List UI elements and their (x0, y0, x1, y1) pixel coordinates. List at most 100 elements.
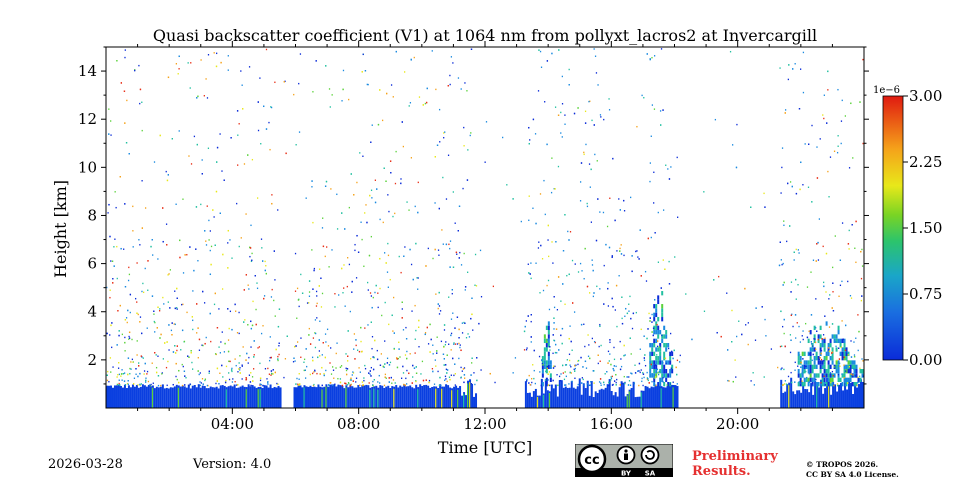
noise-speckle (745, 324, 747, 326)
noise-speckle (801, 372, 803, 374)
noise-speckle (299, 383, 301, 385)
noise-speckle (811, 201, 813, 203)
boundary-layer-cell (385, 386, 388, 408)
noise-speckle (831, 307, 833, 309)
noise-speckle (590, 381, 592, 383)
noise-speckle (851, 224, 853, 226)
feature-cell (545, 338, 548, 344)
noise-speckle (370, 235, 372, 238)
noise-speckle (512, 198, 514, 200)
noise-speckle (137, 384, 139, 386)
noise-speckle (564, 364, 567, 366)
noise-speckle (437, 307, 439, 310)
boundary-layer-cell (588, 395, 591, 408)
noise-speckle (266, 378, 268, 380)
noise-speckle (371, 124, 373, 126)
noise-speckle (456, 316, 459, 318)
noise-speckle (347, 382, 350, 384)
feature-cell (835, 347, 838, 352)
noise-speckle (716, 331, 718, 334)
noise-speckle (540, 244, 542, 247)
noise-speckle (155, 354, 157, 356)
noise-speckle (474, 253, 477, 256)
noise-speckle (429, 323, 431, 326)
noise-speckle (142, 282, 144, 285)
noise-speckle (238, 123, 240, 125)
noise-speckle (325, 65, 327, 67)
noise-speckle (360, 221, 362, 223)
noise-speckle (802, 183, 804, 186)
cc-by-sa-badge[interactable]: cc BY SA (575, 444, 673, 477)
noise-speckle (616, 325, 618, 328)
noise-speckle (464, 286, 467, 288)
noise-speckle (677, 216, 679, 218)
noise-speckle (765, 335, 767, 337)
noise-speckle (763, 192, 765, 195)
noise-speckle (752, 372, 754, 374)
feature-cell (657, 334, 660, 339)
noise-speckle (798, 252, 800, 254)
noise-speckle (152, 254, 154, 256)
noise-speckle (644, 270, 647, 273)
boundary-layer-cell (630, 388, 633, 408)
noise-speckle (405, 326, 407, 329)
feature-cell (665, 334, 668, 339)
feature-cell (661, 360, 664, 365)
noise-speckle (528, 374, 530, 377)
noise-speckle (347, 257, 349, 259)
noise-speckle (395, 50, 397, 53)
boundary-layer-cell (433, 386, 436, 408)
noise-speckle (259, 77, 261, 79)
noise-speckle (272, 373, 274, 375)
feature-cell (667, 373, 670, 378)
noise-speckle (292, 360, 295, 363)
feature-cell (545, 360, 548, 365)
noise-speckle (388, 323, 390, 326)
noise-speckle (219, 352, 221, 354)
noise-speckle (146, 373, 148, 375)
noise-speckle (837, 145, 839, 147)
noise-speckle (444, 343, 447, 346)
noise-speckle (402, 372, 405, 374)
feature-cell (821, 338, 824, 344)
feature-cell (669, 360, 672, 365)
feature-cell (801, 351, 804, 357)
noise-speckle (106, 374, 109, 376)
noise-speckle (612, 367, 614, 370)
noise-speckle (322, 342, 324, 344)
noise-speckle (319, 320, 321, 322)
noise-speckle (402, 329, 405, 331)
noise-speckle (802, 366, 805, 369)
noise-speckle (560, 132, 562, 134)
noise-speckle (336, 228, 339, 230)
feature-cell (657, 356, 660, 361)
noise-speckle (787, 182, 789, 185)
noise-speckle (804, 143, 806, 145)
noise-speckle (360, 340, 362, 343)
noise-speckle (438, 313, 441, 315)
feature-cell (837, 360, 840, 365)
noise-speckle (198, 349, 201, 351)
noise-speckle (547, 373, 549, 375)
noise-speckle (128, 331, 131, 334)
noise-speckle (169, 269, 171, 271)
feature-cell (649, 360, 652, 365)
noise-speckle (252, 380, 254, 382)
feature-cell (663, 382, 666, 387)
feature-cell (821, 382, 824, 387)
boundary-layer-cell (804, 389, 807, 408)
noise-speckle (116, 245, 118, 248)
noise-speckle (610, 363, 612, 366)
noise-speckle (780, 192, 782, 194)
noise-speckle (254, 275, 256, 277)
noise-speckle (153, 310, 155, 312)
noise-speckle (239, 369, 241, 371)
noise-speckle (218, 383, 220, 385)
noise-speckle (850, 356, 853, 358)
feature-cell (845, 356, 848, 361)
feature-cell (861, 369, 864, 374)
noise-speckle (857, 314, 859, 316)
noise-speckle (176, 308, 178, 310)
noise-speckle (529, 273, 531, 275)
noise-speckle (130, 361, 132, 363)
